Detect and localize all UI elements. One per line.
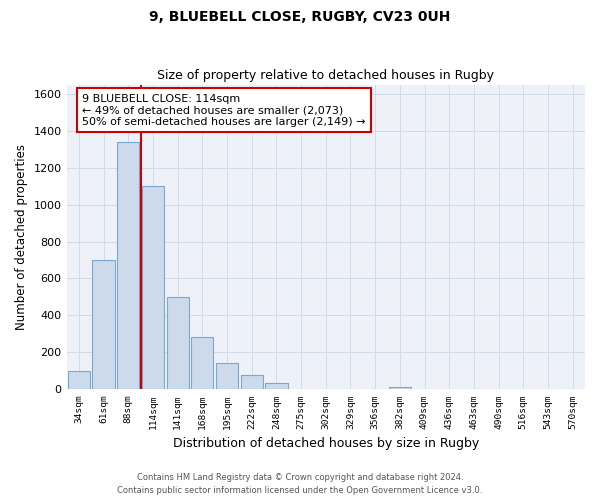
Bar (117, 142, 139, 390)
Bar (389, 386, 411, 390)
Text: Contains HM Land Registry data © Crown copyright and database right 2024.
Contai: Contains HM Land Registry data © Crown c… (118, 474, 482, 495)
Bar (216, 364, 238, 390)
Bar (92, 260, 115, 390)
Bar (241, 374, 263, 390)
Y-axis label: Number of detached properties: Number of detached properties (15, 144, 28, 330)
Bar (265, 383, 287, 390)
Bar (68, 371, 90, 390)
Bar (167, 297, 189, 390)
Bar (191, 336, 214, 390)
Text: 9 BLUEBELL CLOSE: 114sqm
← 49% of detached houses are smaller (2,073)
50% of sem: 9 BLUEBELL CLOSE: 114sqm ← 49% of detach… (82, 94, 365, 127)
Bar (142, 186, 164, 390)
X-axis label: Distribution of detached houses by size in Rugby: Distribution of detached houses by size … (173, 437, 479, 450)
Text: 9, BLUEBELL CLOSE, RUGBY, CV23 0UH: 9, BLUEBELL CLOSE, RUGBY, CV23 0UH (149, 10, 451, 24)
Title: Size of property relative to detached houses in Rugby: Size of property relative to detached ho… (157, 69, 494, 82)
